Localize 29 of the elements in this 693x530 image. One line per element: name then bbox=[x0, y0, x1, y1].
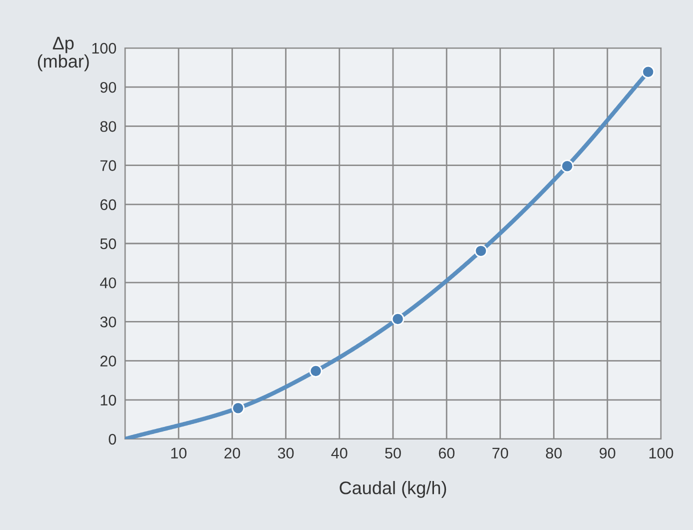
y-tick-label: 30 bbox=[100, 316, 116, 328]
point bbox=[391, 312, 404, 326]
y-tick-label: 80 bbox=[100, 121, 116, 132]
x-axis-title: Caudal (kg/h) bbox=[340, 481, 446, 498]
y-axis-title: Δp (mbar) bbox=[38, 36, 89, 72]
x-tick-label: 70 bbox=[492, 448, 508, 459]
y-tick-label: 90 bbox=[100, 82, 116, 93]
point bbox=[642, 65, 655, 78]
x-tick-label: 80 bbox=[546, 448, 562, 459]
x-tick-label: 30 bbox=[278, 448, 294, 459]
point bbox=[309, 364, 322, 378]
y-tick-label: 100 bbox=[92, 42, 116, 54]
y-tick-label: 70 bbox=[100, 160, 116, 171]
x-tick-label: 20 bbox=[224, 448, 240, 459]
y-tick-label: 0 bbox=[108, 434, 116, 445]
y-tick-label: 50 bbox=[100, 238, 116, 250]
y-tick-label: 60 bbox=[100, 199, 116, 210]
y-tick-label: 40 bbox=[100, 277, 116, 288]
x-tick-label: 60 bbox=[438, 448, 454, 459]
point bbox=[474, 244, 488, 258]
x-tick-label: 90 bbox=[600, 448, 616, 459]
x-tick-label: 40 bbox=[331, 448, 348, 459]
x-tick-label: 50 bbox=[385, 448, 401, 459]
x-tick-label: 100 bbox=[649, 448, 674, 459]
y-tick-label: 10 bbox=[100, 394, 116, 406]
y-tick-label: 20 bbox=[100, 356, 116, 366]
point bbox=[232, 402, 245, 415]
x-tick-label: 10 bbox=[171, 448, 186, 459]
point bbox=[560, 160, 574, 173]
